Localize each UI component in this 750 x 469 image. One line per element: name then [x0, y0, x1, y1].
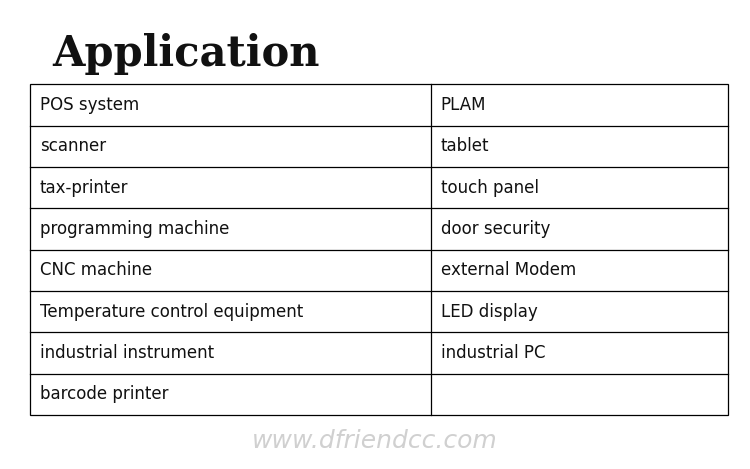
Text: touch panel: touch panel	[441, 179, 538, 197]
Text: CNC machine: CNC machine	[40, 261, 152, 280]
Text: tax-printer: tax-printer	[40, 179, 128, 197]
Text: PLAM: PLAM	[441, 96, 486, 114]
Text: barcode printer: barcode printer	[40, 386, 168, 403]
Text: Application: Application	[53, 33, 320, 75]
Text: programming machine: programming machine	[40, 220, 230, 238]
Text: external Modem: external Modem	[441, 261, 576, 280]
Text: industrial PC: industrial PC	[441, 344, 545, 362]
Text: tablet: tablet	[441, 137, 489, 155]
Text: LED display: LED display	[441, 303, 538, 321]
Text: www.dfriendcc.com: www.dfriendcc.com	[252, 429, 498, 453]
Text: door security: door security	[441, 220, 550, 238]
Text: POS system: POS system	[40, 96, 139, 114]
Text: industrial instrument: industrial instrument	[40, 344, 214, 362]
Text: Temperature control equipment: Temperature control equipment	[40, 303, 303, 321]
Text: scanner: scanner	[40, 137, 106, 155]
Bar	[30, 84, 728, 415]
